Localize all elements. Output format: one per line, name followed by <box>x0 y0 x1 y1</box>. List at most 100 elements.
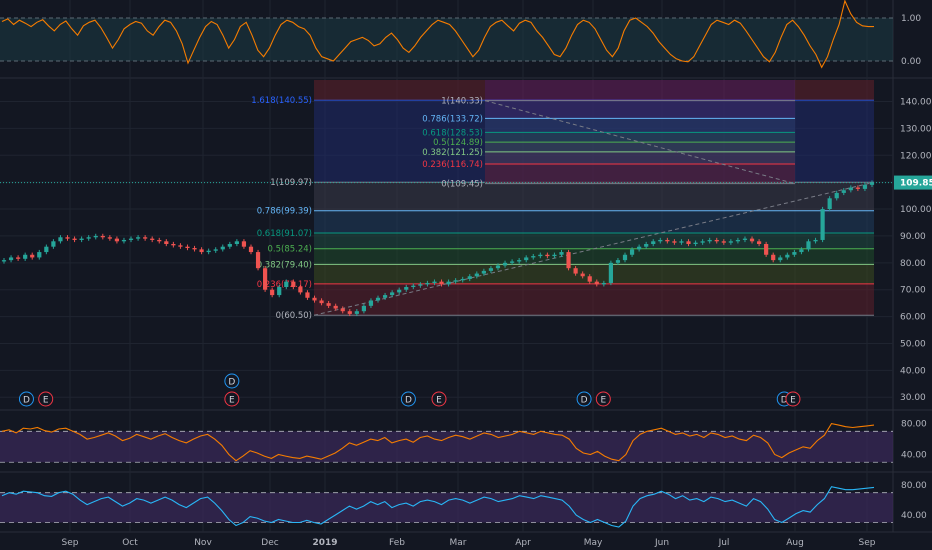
candle-body <box>467 276 472 279</box>
candle-body <box>566 252 571 269</box>
top-oscillator-pane[interactable] <box>0 0 893 69</box>
candle-body <box>509 261 515 263</box>
candle-body <box>178 245 183 247</box>
earnings-event-marker <box>785 391 801 407</box>
candle-body <box>368 300 374 306</box>
rsi-blue-pane[interactable] <box>0 486 893 528</box>
candle-body <box>693 242 698 244</box>
candle-body <box>347 311 352 314</box>
fib-left-level-label: 1.618(140.55) <box>251 96 312 106</box>
candle-body <box>460 278 465 281</box>
candle-body <box>481 270 486 274</box>
candle-body <box>587 276 592 282</box>
candle-body <box>672 241 677 243</box>
candle-body <box>622 254 628 261</box>
time-tick-label: May <box>584 538 603 548</box>
rsi-tick-label: 40.00 <box>901 451 927 461</box>
oscillator-series-line <box>1 0 874 69</box>
fib-right-level-label: 0(109.45) <box>441 180 483 190</box>
candle-body <box>502 262 508 266</box>
earnings-event-label: E <box>790 396 796 406</box>
candle-body <box>128 238 134 240</box>
fib-right-level-label: 0.5(124.89) <box>433 138 483 148</box>
candle-body <box>121 239 127 242</box>
candle-body <box>771 254 776 261</box>
rsi-tick-label: 40.00 <box>901 511 927 521</box>
candle-body <box>700 241 705 243</box>
time-tick-label: Jun <box>654 538 669 548</box>
fib-left-level-label: 0.618(91.07) <box>257 229 312 239</box>
candle-body <box>425 282 430 285</box>
candle-body <box>107 237 112 239</box>
candle-body <box>213 249 218 251</box>
fib-left-zone <box>314 283 874 316</box>
candle-body <box>157 239 162 242</box>
candle-body <box>333 305 338 309</box>
candle-body <box>220 246 225 250</box>
candle-body <box>248 246 254 253</box>
dividend-event-marker <box>18 391 34 407</box>
earnings-event-marker <box>595 391 611 407</box>
fib-left-level-label: 0.786(99.39) <box>257 207 312 217</box>
fib-right-level-label: 0.236(116.74) <box>422 160 483 170</box>
candle-body <box>312 297 317 301</box>
candle-body <box>615 260 621 263</box>
candle-body <box>721 241 726 243</box>
candle-body <box>411 285 416 288</box>
fib-right-zone <box>485 132 795 143</box>
candle-body <box>432 281 437 283</box>
earnings-event-marker <box>224 391 240 407</box>
fib-left-level-label: 1(109.97) <box>270 178 312 188</box>
fib-right-level-label: 1(140.33) <box>441 97 483 107</box>
candle-body <box>164 241 169 244</box>
candle-body <box>340 308 345 312</box>
candle-body <box>51 241 56 247</box>
candle-body <box>65 237 70 239</box>
candle-body <box>524 257 529 261</box>
candle-body <box>30 254 35 258</box>
earnings-event-label: E <box>229 396 235 406</box>
earnings-event-label: E <box>600 396 606 406</box>
candle-body <box>806 241 811 250</box>
dividend-event-label: D <box>581 396 588 406</box>
price-tick-label: 130.00 <box>900 124 932 134</box>
price-axis[interactable]: 1.000.00140.00130.00120.00110.00100.0090… <box>894 14 932 521</box>
candle-body <box>559 252 564 255</box>
rsi-band-fill <box>0 431 893 463</box>
candle-body <box>404 287 409 290</box>
candle-body <box>263 268 268 290</box>
price-tick-label: 120.00 <box>900 151 932 161</box>
candle-body <box>8 257 14 261</box>
candle-body <box>100 235 105 238</box>
time-axis[interactable]: Sep Oct Nov Dec 2019 Feb Mar Apr May Jun Jul Aug Sep <box>62 538 876 548</box>
time-tick-label: Nov <box>194 538 212 548</box>
rsi-series-line <box>1 422 875 462</box>
candle-body <box>326 303 331 306</box>
candle-body <box>23 254 28 259</box>
candle-body <box>418 284 423 286</box>
price-tick-label: 100.00 <box>900 205 932 215</box>
time-tick-label: Dec <box>261 538 278 548</box>
candle-body <box>665 239 670 242</box>
candle-body <box>707 239 712 242</box>
candle-body <box>37 252 42 258</box>
fib-right-level-label: 0.786(133.72) <box>422 114 483 124</box>
earnings-event-label: E <box>436 396 442 406</box>
dividend-event-marker <box>224 373 240 389</box>
candle-body <box>255 252 261 269</box>
candle-body <box>453 280 458 282</box>
price-tick-label: 50.00 <box>900 339 926 349</box>
fib-left-zone <box>314 210 874 234</box>
candle-body <box>227 244 232 247</box>
price-pane[interactable]: 0(60.50)0.236(72.17)0.382(79.40)0.5(85.2… <box>0 80 893 407</box>
candle-body <box>171 244 176 246</box>
fib-extension-zone <box>795 80 874 101</box>
dividend-event-label: D <box>23 396 30 406</box>
candle-body <box>439 281 444 285</box>
candle-body <box>474 273 479 277</box>
rsi-orange-pane[interactable] <box>0 422 893 463</box>
candle-body <box>728 241 733 243</box>
candle-body <box>234 241 239 244</box>
fib-left-zone <box>314 182 874 211</box>
